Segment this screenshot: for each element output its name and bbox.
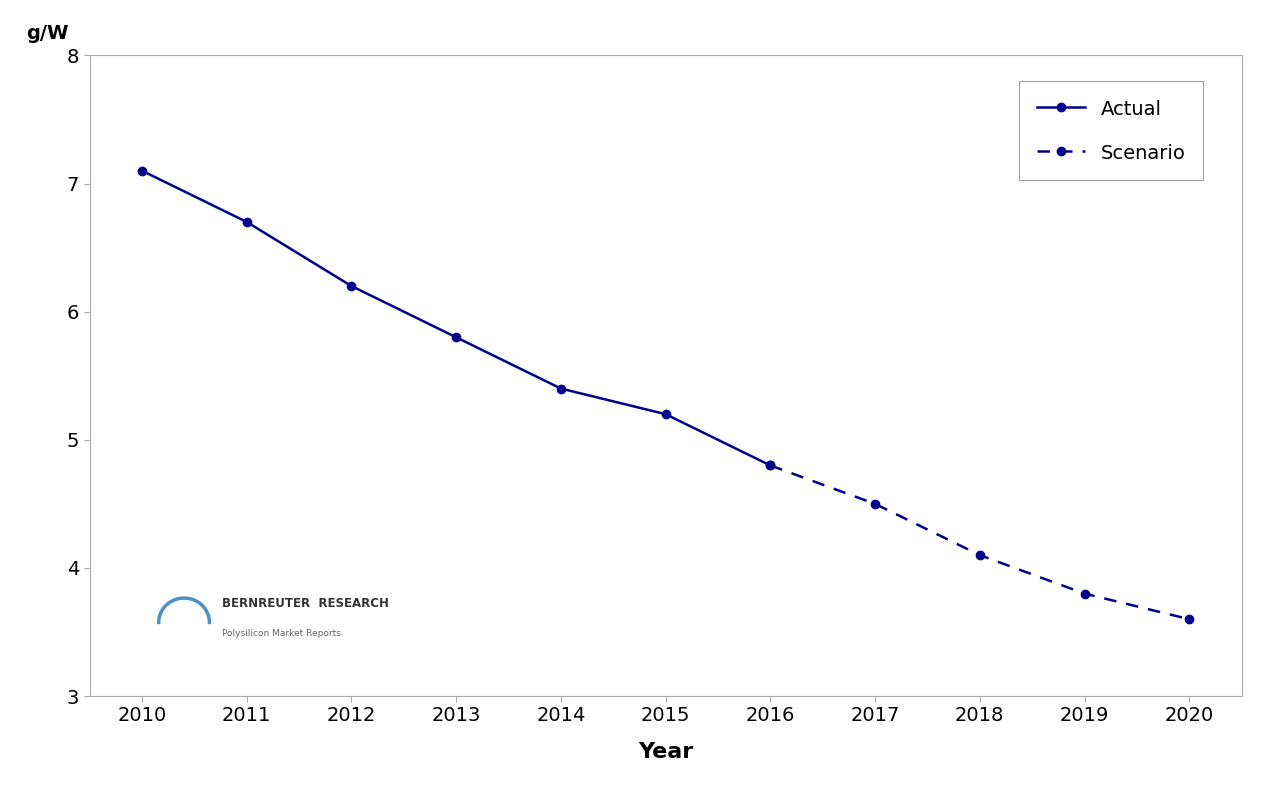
Legend: Actual, Scenario: Actual, Scenario [1019, 81, 1203, 180]
Text: g/W: g/W [27, 24, 69, 43]
Text: BERNREUTER  RESEARCH: BERNREUTER RESEARCH [223, 596, 389, 610]
Text: Polysilicon Market Reports: Polysilicon Market Reports [223, 630, 340, 638]
X-axis label: Year: Year [637, 742, 694, 763]
